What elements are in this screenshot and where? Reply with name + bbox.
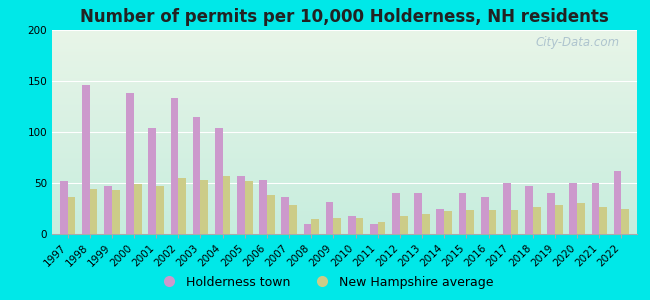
Bar — [304, 224, 311, 234]
Bar — [547, 193, 555, 234]
Bar — [82, 85, 90, 234]
Bar — [68, 197, 75, 234]
Bar — [459, 193, 467, 234]
Bar — [200, 180, 208, 234]
Bar — [178, 178, 186, 234]
Text: City-Data.com: City-Data.com — [536, 36, 619, 49]
Bar — [481, 197, 489, 234]
Bar — [422, 214, 430, 234]
Bar — [592, 183, 599, 234]
Bar — [156, 186, 164, 234]
Bar — [614, 171, 621, 234]
Bar — [148, 128, 156, 234]
Bar — [436, 208, 444, 234]
Bar — [170, 98, 178, 234]
Title: Number of permits per 10,000 Holderness, NH residents: Number of permits per 10,000 Holderness,… — [80, 8, 609, 26]
Bar — [577, 203, 585, 234]
Bar — [555, 206, 563, 234]
Bar — [90, 189, 97, 234]
Bar — [222, 176, 230, 234]
Bar — [414, 193, 422, 234]
Bar — [126, 93, 134, 234]
Bar — [134, 184, 142, 234]
Bar — [533, 208, 541, 234]
Bar — [237, 176, 245, 234]
Bar — [60, 181, 68, 234]
Bar — [370, 224, 378, 234]
Bar — [503, 183, 511, 234]
Bar — [311, 219, 319, 234]
Legend: Holderness town, New Hampshire average: Holderness town, New Hampshire average — [151, 271, 499, 294]
Bar — [192, 117, 200, 234]
Bar — [245, 181, 253, 234]
Bar — [525, 186, 533, 234]
Bar — [112, 190, 120, 234]
Bar — [289, 206, 297, 234]
Bar — [392, 193, 400, 234]
Bar — [400, 216, 408, 234]
Bar — [511, 209, 519, 234]
Bar — [378, 222, 385, 234]
Bar — [215, 128, 222, 234]
Bar — [104, 186, 112, 234]
Bar — [489, 209, 497, 234]
Bar — [333, 218, 341, 234]
Bar — [599, 208, 607, 234]
Bar — [267, 195, 275, 234]
Bar — [356, 218, 363, 234]
Bar — [621, 208, 629, 234]
Bar — [259, 180, 267, 234]
Bar — [326, 202, 333, 234]
Bar — [569, 183, 577, 234]
Bar — [281, 197, 289, 234]
Bar — [467, 209, 474, 234]
Bar — [348, 216, 356, 234]
Bar — [444, 211, 452, 234]
